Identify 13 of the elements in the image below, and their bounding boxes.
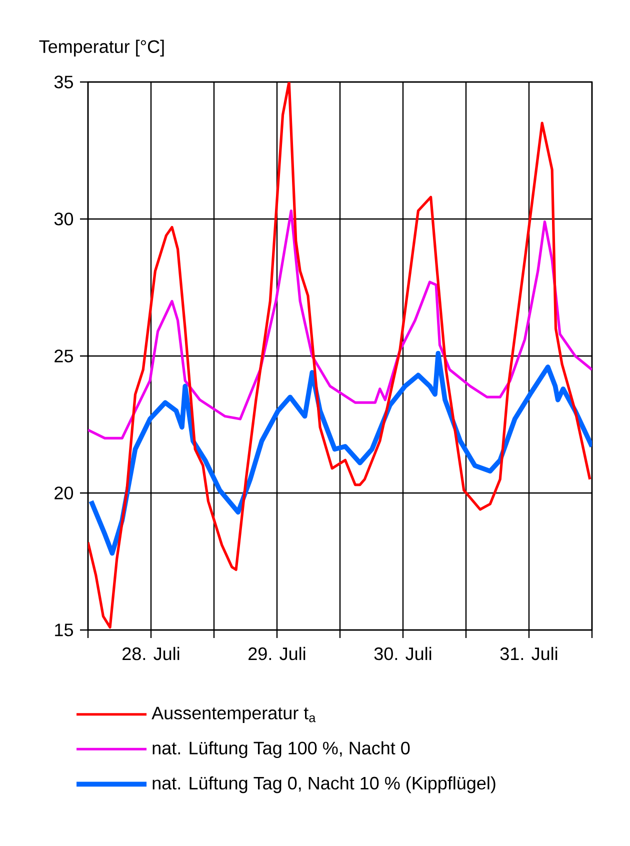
y-tick-label: 30 [54,212,74,226]
y-tick-label: 20 [54,486,74,500]
legend-label: Aussentemperatur t$_{a}$ [152,706,316,723]
y-axis-title: Temperatur [°C] [39,40,164,57]
legend-label: nat. Lüftung Tag 100 %, Nacht 0 [152,741,410,758]
legend-label: nat. Lüftung Tag 0, Nacht 10 % (Kippflügel) [152,776,496,794]
y-tick-label: 25 [54,350,73,362]
x-tick-label: 31. Juli [500,646,558,660]
y-tick-label: 15 [55,624,73,636]
x-tick-label: 30. Juli [374,646,432,660]
x-tick-label: 28. Juli [122,646,180,660]
y-tick-label: 35 [54,76,73,88]
x-tick-label: 29. Juli [248,646,306,660]
